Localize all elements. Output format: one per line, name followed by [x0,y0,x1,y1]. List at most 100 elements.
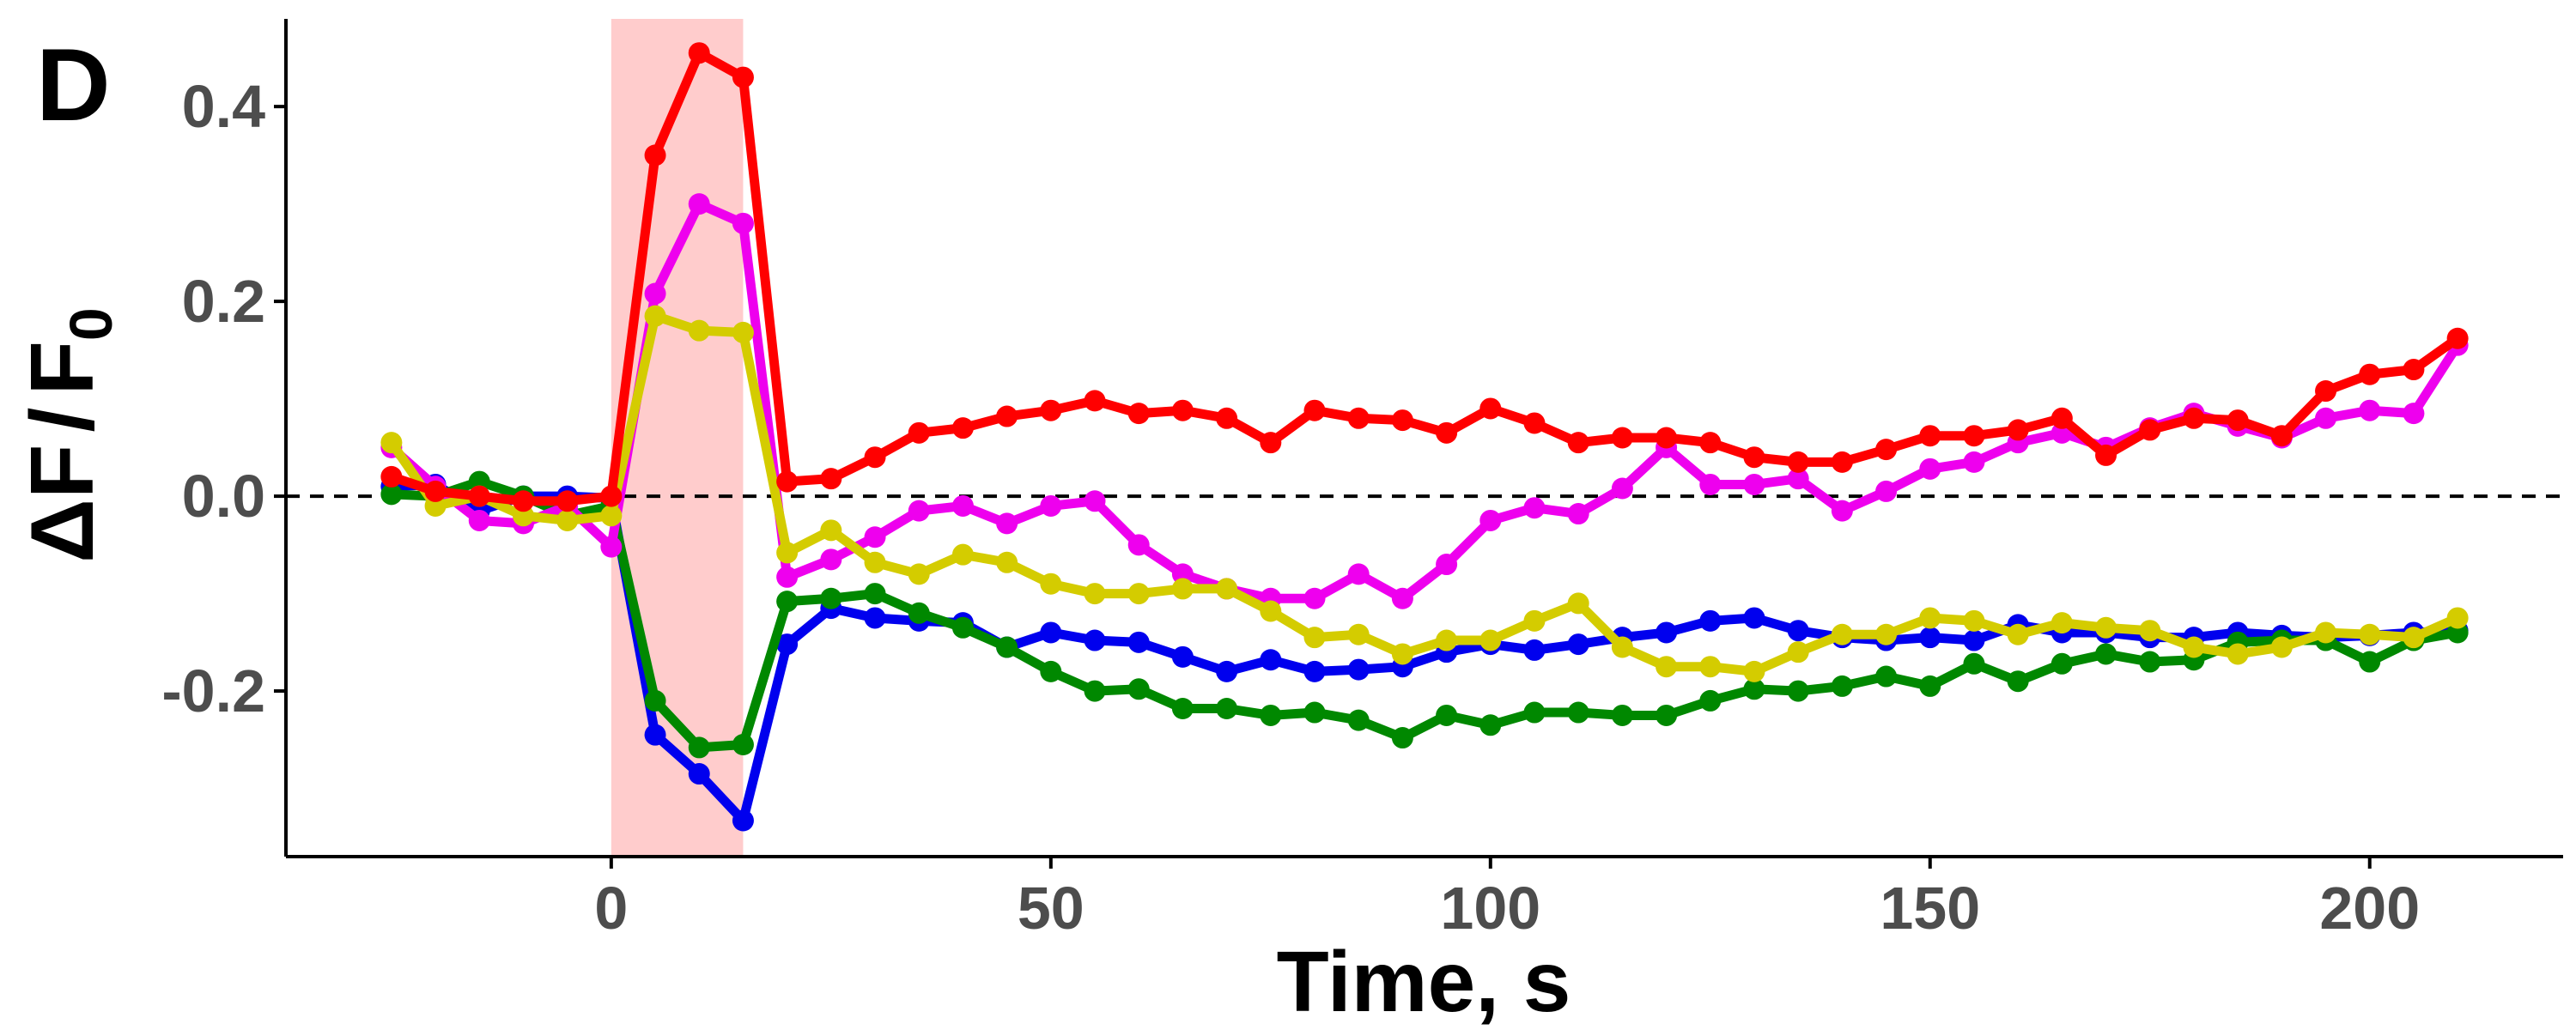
data-point [1084,490,1106,512]
data-point [1919,607,1941,629]
series-5 [380,42,2469,512]
data-point [1787,641,1809,663]
data-point [688,736,710,759]
data-point [1347,623,1370,645]
data-point [644,689,666,712]
data-point [2050,652,2073,675]
data-point [688,42,710,64]
data-point [2446,327,2469,349]
data-point [1787,468,1809,490]
data-point [600,505,623,527]
data-point [820,468,842,490]
data-point [688,193,710,215]
data-point [2270,425,2293,447]
data-point [864,551,886,573]
data-point [1656,621,1678,644]
data-point [1567,592,1589,615]
data-point [468,485,490,507]
data-point [2359,623,2381,645]
data-point [1875,665,1898,688]
data-point [1875,623,1898,645]
data-point [2403,627,2425,649]
axes [284,19,2563,858]
data-point [908,563,930,585]
data-point [1523,701,1546,724]
data-point [1523,412,1546,434]
data-point [951,417,974,439]
series-4 [380,305,2469,682]
x-tick-label: 50 [1018,875,1084,942]
data-point [1040,399,1062,421]
data-point [1436,421,1458,444]
data-point [776,566,799,588]
data-point [776,633,799,656]
data-point [1831,675,1853,697]
data-point [1656,427,1678,449]
data-point [951,543,974,566]
data-point [732,66,754,88]
data-point [2315,621,2337,644]
data-point [688,319,710,342]
data-point [1479,509,1502,531]
data-point [820,548,842,571]
data-point [600,485,623,507]
data-point [1963,609,1985,632]
data-point [1084,680,1106,702]
data-point [1699,609,1722,632]
data-point [1743,678,1765,700]
data-point [2359,651,2381,673]
data-point [2095,643,2117,665]
data-point [2403,403,2425,425]
data-point [1303,627,1326,649]
data-point [1743,473,1765,495]
data-point [1611,477,1633,500]
data-point [1391,587,1413,609]
data-point [1436,704,1458,726]
data-point [908,421,930,444]
y-axis-title-slash: / [13,408,112,433]
data-point [776,591,799,613]
data-point [1216,578,1238,600]
data-point [1963,652,1985,675]
data-point [1260,600,1282,622]
data-point [1040,660,1062,682]
data-point [864,583,886,605]
data-point [996,405,1018,427]
data-point [644,305,666,327]
data-point [1743,446,1765,469]
data-point [996,551,1018,573]
data-point [512,490,534,512]
data-point [1216,407,1238,429]
data-point [864,446,886,469]
data-point [2183,636,2205,658]
data-point [1567,503,1589,525]
data-point [776,470,799,493]
data-point [1040,621,1062,644]
data-point [1523,497,1546,519]
data-point [732,809,754,832]
data-point [996,512,1018,535]
data-point [2270,636,2293,658]
data-point [1391,643,1413,665]
data-point [1656,704,1678,726]
data-point [820,587,842,609]
data-point [1963,629,1985,651]
data-point [776,542,799,564]
data-point [1303,587,1326,609]
data-point [1523,639,1546,661]
data-point [732,321,754,343]
data-point [1084,390,1106,412]
data-point [1347,709,1370,731]
data-point [380,483,403,506]
data-point [2139,651,2161,673]
data-point [1127,534,1150,556]
data-point [1875,439,1898,461]
data-point [1567,701,1589,724]
data-point [1611,704,1633,726]
data-point [1171,399,1194,421]
data-point [908,602,930,624]
data-point [2095,444,2117,466]
svg-text:ΔF/F0: ΔF / F0 [13,307,125,563]
data-point [2227,643,2249,665]
